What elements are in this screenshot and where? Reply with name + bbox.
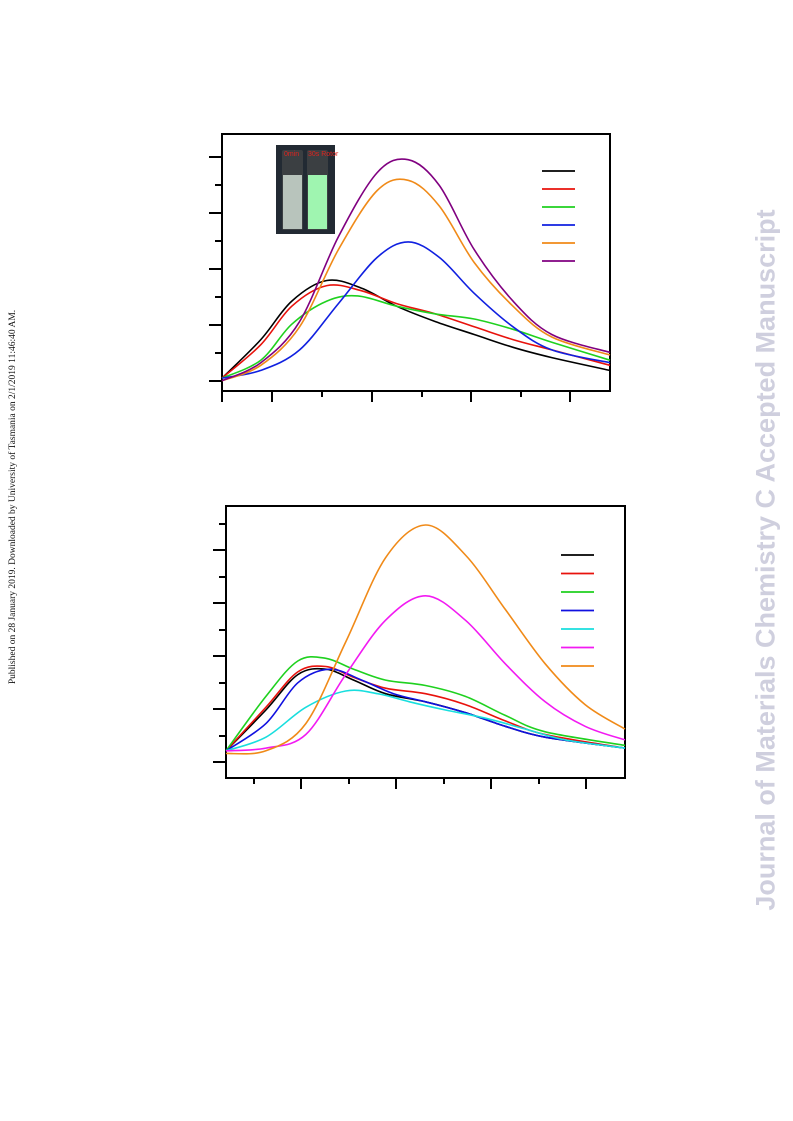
series-line-5 [225, 689, 626, 752]
series-line-3 [221, 294, 611, 379]
series-group [221, 158, 611, 382]
vial-label-left: 0min [284, 151, 299, 158]
vial-label-right: 30s Rotor [308, 151, 339, 158]
series-line-6 [221, 158, 611, 382]
vial-right-liquid [308, 175, 327, 229]
chart-bottom [213, 505, 626, 789]
vial-left-liquid [283, 175, 302, 229]
x-ticks [253, 778, 587, 789]
plot-frame [221, 133, 611, 392]
y-ticks [209, 156, 222, 382]
series-line-7 [225, 524, 626, 755]
series-line-4 [225, 668, 626, 752]
series-line-5 [221, 178, 611, 382]
series-group [225, 524, 626, 755]
plot-frame [225, 505, 626, 779]
series-line-4 [221, 241, 611, 379]
legend [542, 170, 575, 262]
x-ticks [221, 391, 571, 402]
series-line-2 [221, 284, 611, 379]
inset-photo: 0min 30s Rotor [276, 145, 339, 234]
series-line-2 [225, 665, 626, 752]
y-ticks [213, 523, 226, 763]
series-line-6 [225, 594, 626, 752]
legend [561, 554, 594, 667]
series-line-3 [225, 656, 626, 752]
chart-top: 0min 30s Rotor [209, 133, 611, 402]
